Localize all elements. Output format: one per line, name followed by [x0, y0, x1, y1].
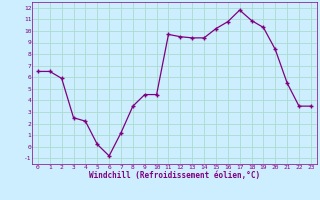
X-axis label: Windchill (Refroidissement éolien,°C): Windchill (Refroidissement éolien,°C): [89, 171, 260, 180]
